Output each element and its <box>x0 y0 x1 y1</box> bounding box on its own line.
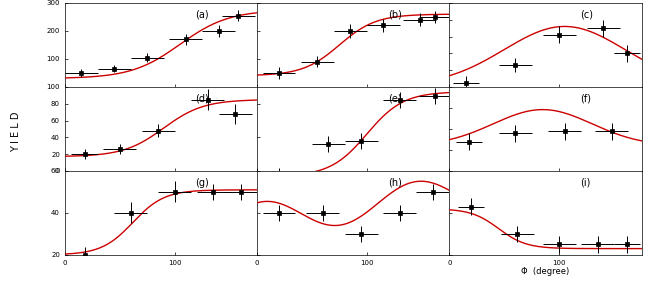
Text: (a): (a) <box>196 10 209 20</box>
Text: (f): (f) <box>580 94 591 104</box>
Text: (i): (i) <box>580 178 590 188</box>
Text: (c): (c) <box>580 10 593 20</box>
X-axis label: Φ  (degree): Φ (degree) <box>521 267 570 276</box>
Text: (b): (b) <box>388 10 402 20</box>
Text: (e): (e) <box>388 94 401 104</box>
Text: (h): (h) <box>388 178 402 188</box>
Text: Y I E L D: Y I E L D <box>11 112 21 152</box>
Text: (d): (d) <box>196 94 209 104</box>
Text: (g): (g) <box>196 178 209 188</box>
